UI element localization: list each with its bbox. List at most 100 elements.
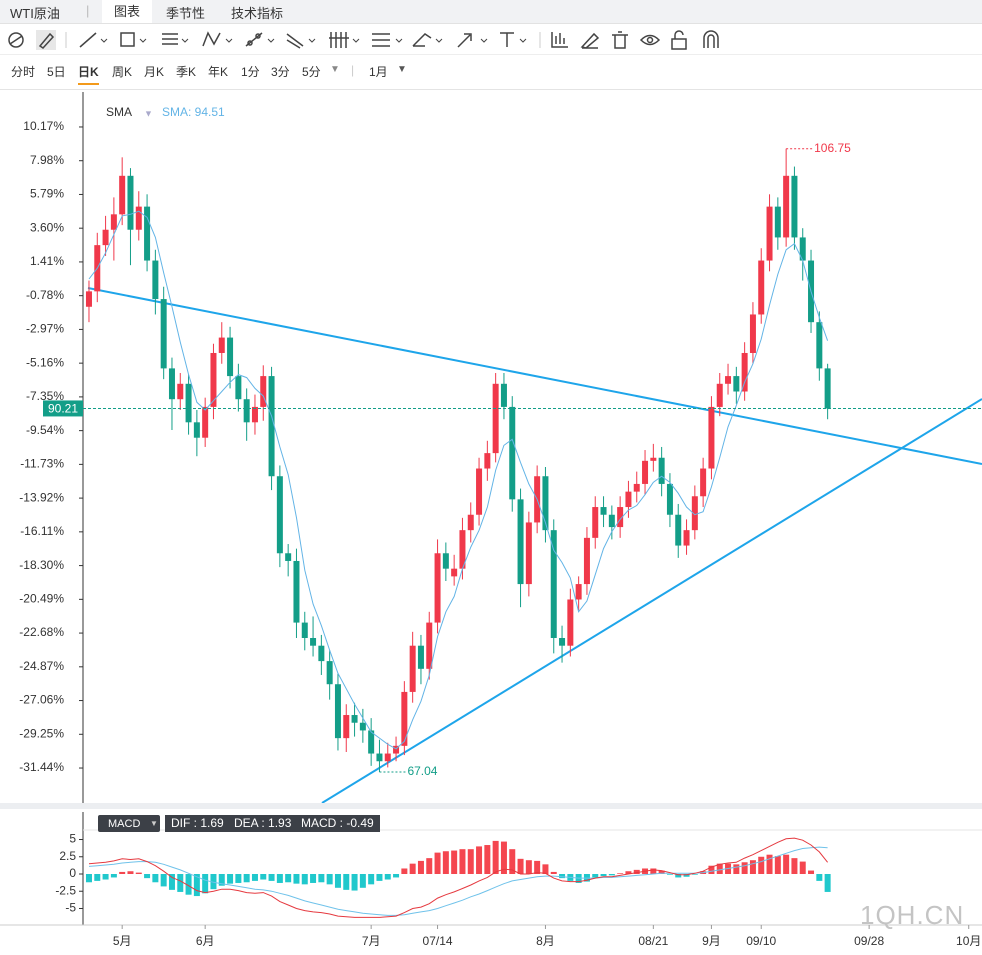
candle-body — [94, 245, 101, 292]
x-tick-label: 9月 — [702, 934, 721, 948]
tab[interactable]: 技术指标 — [231, 6, 284, 21]
tool-icon[interactable] — [703, 30, 719, 48]
macd-bar — [94, 874, 101, 881]
macd-bar — [326, 874, 333, 885]
macd-bar — [359, 874, 366, 888]
tool-icon[interactable] — [580, 32, 600, 49]
candle-body — [442, 553, 449, 569]
macd-bar — [401, 868, 408, 874]
tool-icon[interactable] — [457, 33, 488, 48]
macd-bar — [467, 849, 474, 874]
dropdown-arrow[interactable]: ▼ — [330, 64, 340, 75]
macd-readout: DEA : 1.93 — [234, 816, 292, 830]
tool-icon[interactable] — [120, 32, 147, 47]
y-tick-label: 5 — [69, 832, 76, 846]
macd-bar — [152, 874, 159, 883]
y-tick-label: 2.5 — [59, 849, 76, 863]
y-tick-label: 0 — [69, 866, 76, 880]
macd-bar — [666, 874, 673, 875]
period[interactable]: 年K — [208, 65, 229, 79]
candle-body — [285, 553, 292, 561]
tab-bar: WTI原油 | 图表 季节性 技术指标 — [0, 0, 982, 24]
candle-body — [550, 530, 557, 638]
dropdown-arrow[interactable]: ▼ — [150, 819, 158, 828]
tool-icon[interactable] — [162, 33, 189, 45]
candle-body — [168, 368, 175, 400]
candle-body — [500, 383, 507, 407]
macd-bar — [168, 874, 175, 890]
macd-bar — [351, 874, 358, 891]
macd-bar — [691, 874, 698, 875]
tool-icon[interactable] — [551, 32, 568, 48]
candle-body — [260, 376, 267, 407]
dropdown-arrow[interactable]: ▼ — [397, 64, 407, 75]
period[interactable]: 日K — [78, 63, 99, 85]
macd-bar — [334, 874, 341, 888]
tool-icon[interactable] — [329, 32, 360, 48]
tool-icon[interactable] — [612, 31, 628, 49]
period[interactable]: 5分 — [302, 65, 321, 79]
tool-icon[interactable] — [36, 30, 56, 50]
x-tick-label: 8月 — [536, 934, 555, 948]
macd-bar — [293, 874, 300, 884]
tool-icon[interactable] — [412, 33, 443, 47]
candle-body — [384, 753, 391, 762]
tool-icon[interactable] — [202, 31, 233, 47]
candle-body — [799, 237, 806, 261]
period[interactable]: 1分 — [241, 65, 260, 79]
candle-body — [243, 399, 250, 423]
range[interactable]: 1月 — [369, 65, 388, 79]
candle-body — [276, 476, 283, 554]
candle-body — [376, 753, 383, 762]
tool-icon[interactable] — [500, 32, 527, 47]
tool-icon[interactable] — [79, 32, 108, 48]
macd-bar — [716, 863, 723, 874]
macd-bar — [218, 874, 225, 886]
candle-body — [783, 175, 790, 238]
max-label: 106.75 — [814, 141, 851, 155]
period[interactable]: 5日 — [47, 65, 66, 79]
tool-icon[interactable] — [8, 32, 24, 48]
macd-bar — [783, 854, 790, 874]
x-tick-label: 5月 — [113, 934, 132, 948]
macd-bar — [583, 874, 590, 882]
tab[interactable]: 季节性 — [166, 6, 206, 21]
macd-bar — [683, 874, 690, 877]
macd-bar — [476, 846, 483, 874]
tool-icon[interactable] — [245, 32, 275, 47]
tool-icon[interactable] — [671, 30, 687, 50]
tool-icon[interactable] — [286, 33, 316, 49]
period[interactable]: 周K — [112, 65, 133, 79]
tool-icon[interactable] — [639, 34, 661, 46]
tab[interactable]: 图表 — [102, 0, 153, 23]
macd-bar — [393, 874, 400, 878]
dea-line — [88, 846, 828, 916]
macd-bar — [642, 868, 649, 874]
period[interactable]: 季K — [176, 65, 197, 79]
macd-bar — [110, 874, 117, 878]
candle-body — [326, 661, 333, 685]
tool-icon[interactable] — [372, 33, 403, 47]
indicator-dropdown[interactable] — [98, 815, 160, 832]
macd-bar — [500, 841, 507, 874]
readout-box — [165, 815, 380, 832]
y-tick-label: -11.73% — [20, 457, 64, 471]
x-tick-label: 09/10 — [746, 934, 776, 948]
macd-bar — [592, 874, 599, 878]
candle-body — [144, 206, 151, 261]
macd-bar — [600, 874, 607, 877]
candle-body — [617, 507, 624, 528]
x-tick-label: 7月 — [362, 934, 381, 948]
x-tick-label: 09/28 — [854, 934, 884, 948]
period[interactable]: 分时 — [11, 65, 36, 79]
candle-body — [683, 530, 690, 546]
trend-line — [321, 398, 982, 803]
y-tick-label: -0.78% — [26, 288, 64, 302]
macd-bar — [650, 868, 657, 874]
period[interactable]: 月K — [144, 65, 165, 79]
legend-arrow[interactable]: ▼ — [144, 108, 153, 118]
period[interactable]: 3分 — [271, 65, 290, 79]
watermark: 1QH.CN — [860, 900, 964, 930]
separator: | — [86, 3, 90, 18]
y-tick-label: 1.41% — [30, 254, 64, 268]
